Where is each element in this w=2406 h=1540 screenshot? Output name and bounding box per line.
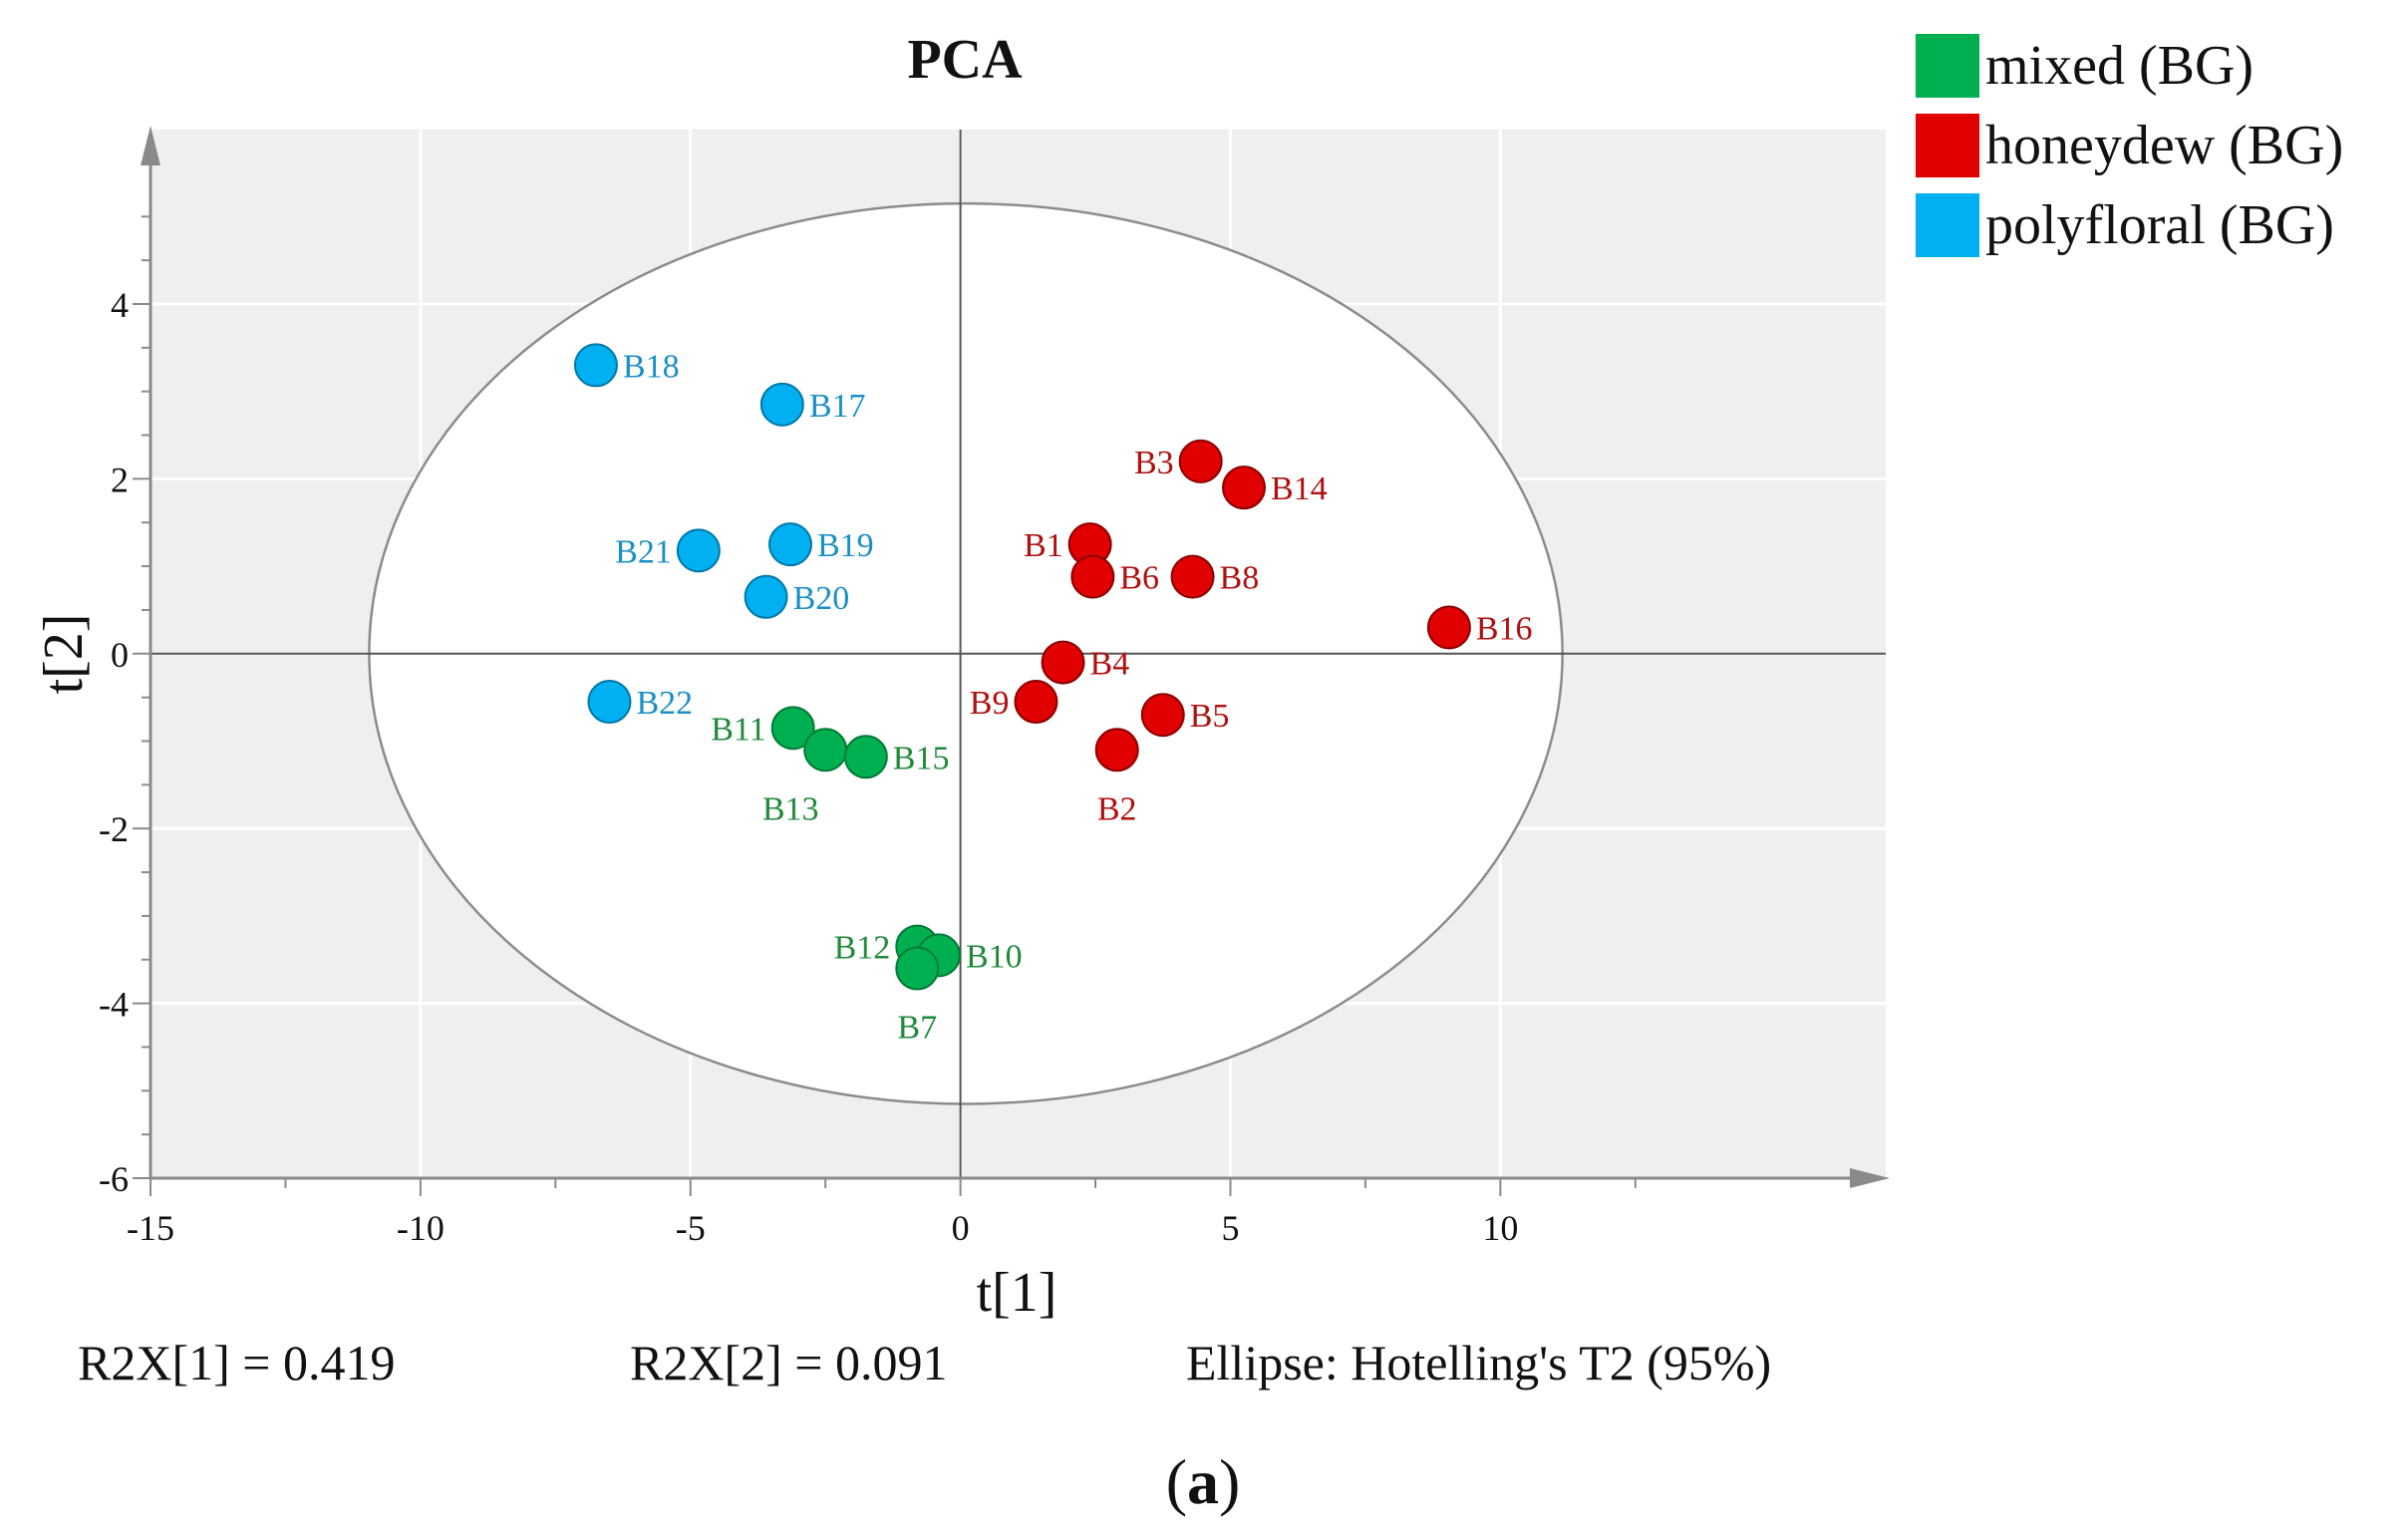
point-label-B7: B7 — [897, 1010, 937, 1047]
x-tick-label--10: -10 — [397, 1208, 445, 1248]
point-B14 — [1222, 465, 1267, 510]
point-B7 — [895, 946, 940, 991]
legend-swatch-mixed — [1916, 34, 1979, 98]
legend: mixed (BG) honeydew (BG) polyfloral (BG) — [1916, 26, 2343, 265]
hotelling-ellipse-layer — [150, 130, 1886, 1178]
point-label-B19: B19 — [817, 527, 874, 564]
y-axis-arrow — [141, 126, 160, 165]
point-label-B3: B3 — [1134, 445, 1174, 481]
x-tick-label-0: 0 — [952, 1208, 970, 1248]
ellipse-note: Ellipse: Hotelling's T2 (95%) — [1186, 1335, 1772, 1390]
legend-label-polyfloral: polyfloral (BG) — [1985, 194, 2334, 256]
legend-swatch-honeydew — [1916, 114, 1979, 177]
chart-title: PCA — [907, 29, 1023, 91]
legend-item-honeydew: honeydew (BG) — [1916, 106, 2343, 185]
figure-caption: (a) — [0, 1445, 2406, 1519]
point-label-B11: B11 — [711, 711, 765, 748]
r2x1-stat: R2X[1] = 0.419 — [78, 1335, 396, 1390]
point-label-B5: B5 — [1190, 698, 1230, 735]
point-B9 — [1014, 680, 1058, 725]
point-B17 — [759, 382, 804, 427]
x-tick-label--15: -15 — [127, 1208, 174, 1248]
legend-swatch-polyfloral — [1916, 193, 1979, 257]
point-label-B17: B17 — [809, 388, 866, 425]
x-tick-label-5: 5 — [1221, 1208, 1239, 1248]
point-B18 — [573, 343, 618, 388]
y-tick-label-0: 0 — [111, 635, 129, 675]
legend-item-mixed: mixed (BG) — [1916, 26, 2343, 106]
y-tick-label--4: -4 — [99, 985, 129, 1025]
point-B13 — [803, 728, 848, 772]
y-axis-label: t[2] — [33, 614, 95, 695]
caption-open-paren: ( — [1165, 1446, 1187, 1517]
point-B22 — [587, 680, 632, 725]
y-tick-label--2: -2 — [99, 809, 129, 849]
point-B2 — [1094, 728, 1139, 772]
point-B3 — [1178, 439, 1223, 483]
point-B6 — [1070, 554, 1115, 599]
point-B19 — [767, 522, 812, 567]
point-B11 — [770, 706, 815, 751]
point-label-B14: B14 — [1271, 470, 1328, 507]
point-label-B10: B10 — [966, 938, 1023, 975]
legend-item-polyfloral: polyfloral (BG) — [1916, 185, 2343, 265]
y-tick-label--6: -6 — [99, 1159, 129, 1199]
point-label-B4: B4 — [1090, 646, 1130, 683]
y-tick-label-2: 2 — [111, 460, 129, 499]
point-label-B12: B12 — [834, 930, 891, 967]
point-label-B18: B18 — [623, 348, 680, 385]
point-B8 — [1170, 554, 1215, 599]
point-B20 — [744, 574, 788, 619]
point-label-B1: B1 — [1024, 527, 1063, 564]
x-axis-arrow — [1850, 1168, 1890, 1188]
point-label-B8: B8 — [1220, 560, 1260, 597]
caption-close-paren: ) — [1219, 1446, 1241, 1517]
point-B4 — [1041, 640, 1085, 685]
caption-letter: a — [1187, 1446, 1219, 1517]
x-tick-label-10: 10 — [1482, 1208, 1518, 1248]
x-tick-label--5: -5 — [676, 1208, 706, 1248]
point-label-B16: B16 — [1476, 610, 1533, 647]
legend-label-honeydew: honeydew (BG) — [1985, 115, 2344, 176]
point-label-B6: B6 — [1119, 560, 1159, 597]
y-tick-label-4: 4 — [111, 285, 129, 325]
point-label-B22: B22 — [636, 685, 693, 722]
axis-ticks: -15 -10 -5 0 5 10 -6 -4 -2 0 2 4 — [99, 215, 1637, 1248]
point-B21 — [676, 528, 721, 573]
point-B5 — [1140, 693, 1185, 738]
data-points: B11 B13 B15 B12 B10 B7 B3 B14 B1 B6 B8 B16 B4 B9 B5 B2 B… — [573, 343, 1533, 1047]
point-label-B2: B2 — [1097, 790, 1137, 827]
point-label-B20: B20 — [793, 580, 850, 617]
axes — [141, 126, 1890, 1188]
point-B16 — [1426, 605, 1471, 650]
x-axis-label: t[1] — [977, 1262, 1057, 1324]
point-B15 — [843, 735, 888, 779]
point-label-B13: B13 — [762, 790, 819, 827]
point-label-B9: B9 — [970, 685, 1010, 722]
r2x2-stat: R2X[2] = 0.091 — [630, 1335, 948, 1390]
point-label-B15: B15 — [893, 740, 950, 776]
legend-label-mixed: mixed (BG) — [1985, 35, 2255, 97]
point-label-B21: B21 — [615, 533, 672, 570]
